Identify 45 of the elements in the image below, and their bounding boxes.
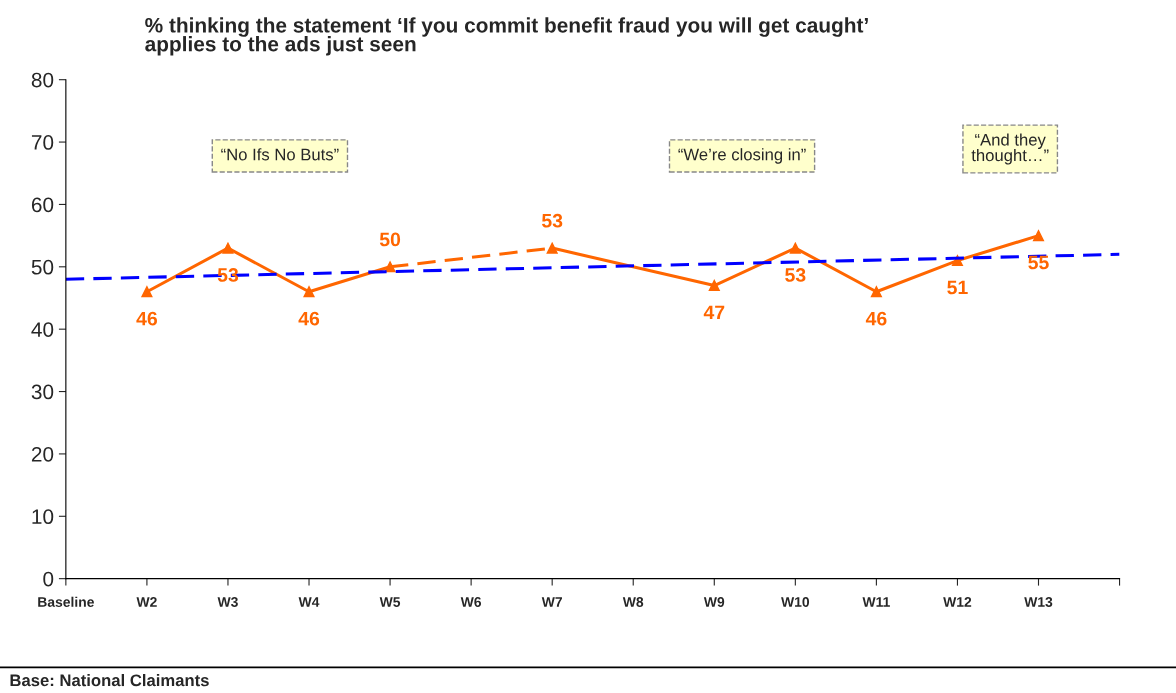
annotation: “No Ifs No Buts” xyxy=(221,148,339,161)
x-tick-label: W10 xyxy=(781,597,810,607)
data-label: 51 xyxy=(947,280,968,295)
x-tick-label: W13 xyxy=(1024,597,1053,607)
chart-title: % thinking the statement ‘If you commit benefit fraud you will get caught’ applies to the ads just seen xyxy=(145,17,868,56)
data-label: 53 xyxy=(541,213,563,228)
y-tick-label: 30 xyxy=(31,384,54,400)
data-label: 53 xyxy=(217,268,239,282)
data-label: 55 xyxy=(1028,255,1049,270)
annotation: “We’re closing in” xyxy=(678,148,806,164)
x-tick-label: W6 xyxy=(460,597,482,607)
point xyxy=(789,242,801,254)
point xyxy=(141,286,153,298)
point xyxy=(1032,230,1045,242)
x-tick-label: W9 xyxy=(703,597,725,607)
point xyxy=(303,286,315,298)
y-tick-label: 0 xyxy=(43,571,54,587)
point xyxy=(222,242,234,254)
x-tick-label: W7 xyxy=(541,597,562,607)
x-tick-label: W8 xyxy=(622,597,644,607)
data-label: 46 xyxy=(865,311,887,326)
point xyxy=(708,279,720,292)
y-tick-label: 70 xyxy=(31,135,54,150)
y-tick-label: 60 xyxy=(31,197,54,213)
y-tick-label: 50 xyxy=(31,259,54,275)
annotation: “And they thought…” xyxy=(971,133,1049,165)
x-tick-label: W5 xyxy=(379,597,401,607)
x-tick-label: W2 xyxy=(136,597,157,607)
x-tick-label: W11 xyxy=(862,597,890,607)
x-tick-label: Baseline xyxy=(38,596,94,607)
x-tick-label: W12 xyxy=(943,597,972,607)
data-label: 50 xyxy=(379,232,401,247)
point xyxy=(870,286,882,298)
data-label: 53 xyxy=(785,268,806,282)
point xyxy=(546,242,558,254)
y-tick-label: 40 xyxy=(31,322,54,337)
y-tick-label: 10 xyxy=(32,509,54,525)
data-label: 46 xyxy=(136,311,158,326)
y-tick-label: 80 xyxy=(31,72,54,88)
x-tick-label: W3 xyxy=(217,597,238,607)
data-label: 47 xyxy=(703,305,725,320)
text: Base: National Claimants xyxy=(10,674,209,687)
data-label: 46 xyxy=(298,311,320,326)
y-tick-label: 20 xyxy=(31,446,54,462)
x-tick-label: W4 xyxy=(298,597,320,607)
